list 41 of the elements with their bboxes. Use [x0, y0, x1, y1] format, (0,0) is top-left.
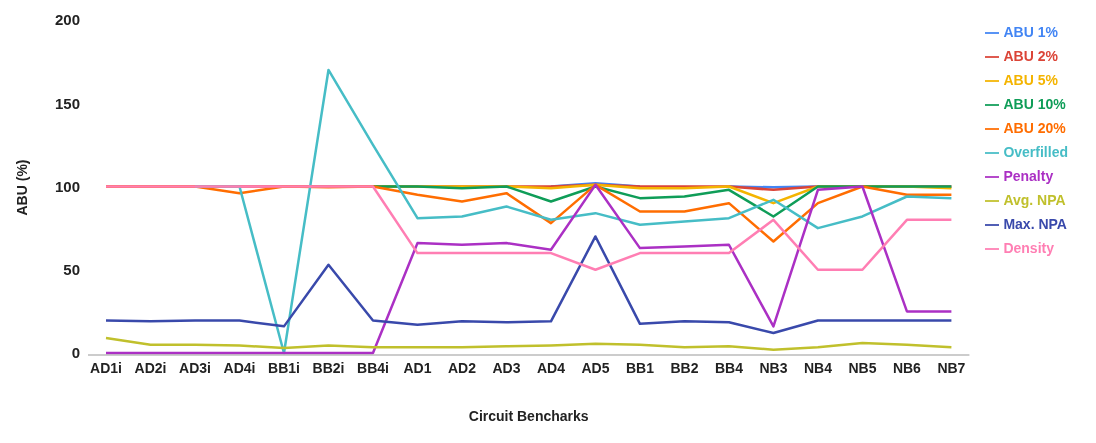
line-series — [104, 185, 953, 271]
legend-label: Overfilled — [1003, 144, 1068, 160]
x-tick-label: BB4i — [357, 359, 389, 376]
x-tick-label: AD1i — [90, 359, 122, 376]
y-tick-label: 100 — [54, 177, 80, 195]
y-tick-label: 200 — [54, 11, 80, 29]
x-tick-label: AD2 — [447, 359, 477, 376]
y-tick-label: 50 — [63, 261, 80, 279]
x-tick-label: NB5 — [848, 359, 877, 376]
legend-label: ABU 10% — [1003, 96, 1066, 112]
line-series — [104, 336, 953, 351]
y-axis-title: ABU (%) — [13, 159, 30, 216]
y-tick-label: 0 — [71, 344, 80, 362]
line-series — [104, 183, 953, 355]
x-tick-label: AD3i — [179, 359, 211, 376]
x-axis-title: Circuit Bencharks — [468, 408, 589, 424]
x-tick-label: AD1 — [403, 359, 432, 376]
x-tick-label: AD2i — [134, 359, 167, 376]
x-tick-label: AD5 — [581, 359, 610, 376]
y-tick-label: 150 — [54, 94, 80, 112]
legend-label: Penalty — [1003, 168, 1054, 184]
legend-label: ABU 2% — [1003, 48, 1058, 64]
x-tick-label: AD3 — [492, 359, 521, 376]
x-tick-label: NB3 — [759, 359, 788, 376]
x-tick-label: BB2 — [670, 359, 699, 376]
x-tick-label: AD4i — [223, 359, 256, 376]
x-tick-label: BB4 — [714, 359, 744, 376]
legend-label: Avg. NPA — [1003, 192, 1066, 208]
legend-label: Max. NPA — [1003, 216, 1067, 232]
legend-label: Density — [1003, 240, 1054, 256]
legend-label: ABU 20% — [1003, 120, 1066, 136]
x-tick-label: BB2i — [312, 359, 345, 376]
x-tick-label: NB6 — [892, 359, 922, 376]
x-tick-label: AD4 — [536, 359, 566, 376]
legend-label: ABU 1% — [1003, 24, 1058, 40]
x-tick-label: BB1i — [268, 359, 300, 376]
x-tick-label: BB1 — [625, 359, 655, 376]
x-tick-label: NB4 — [803, 359, 833, 376]
line-series — [104, 235, 953, 335]
legend-label: ABU 5% — [1003, 72, 1058, 88]
x-tick-label: NB7 — [937, 359, 966, 376]
